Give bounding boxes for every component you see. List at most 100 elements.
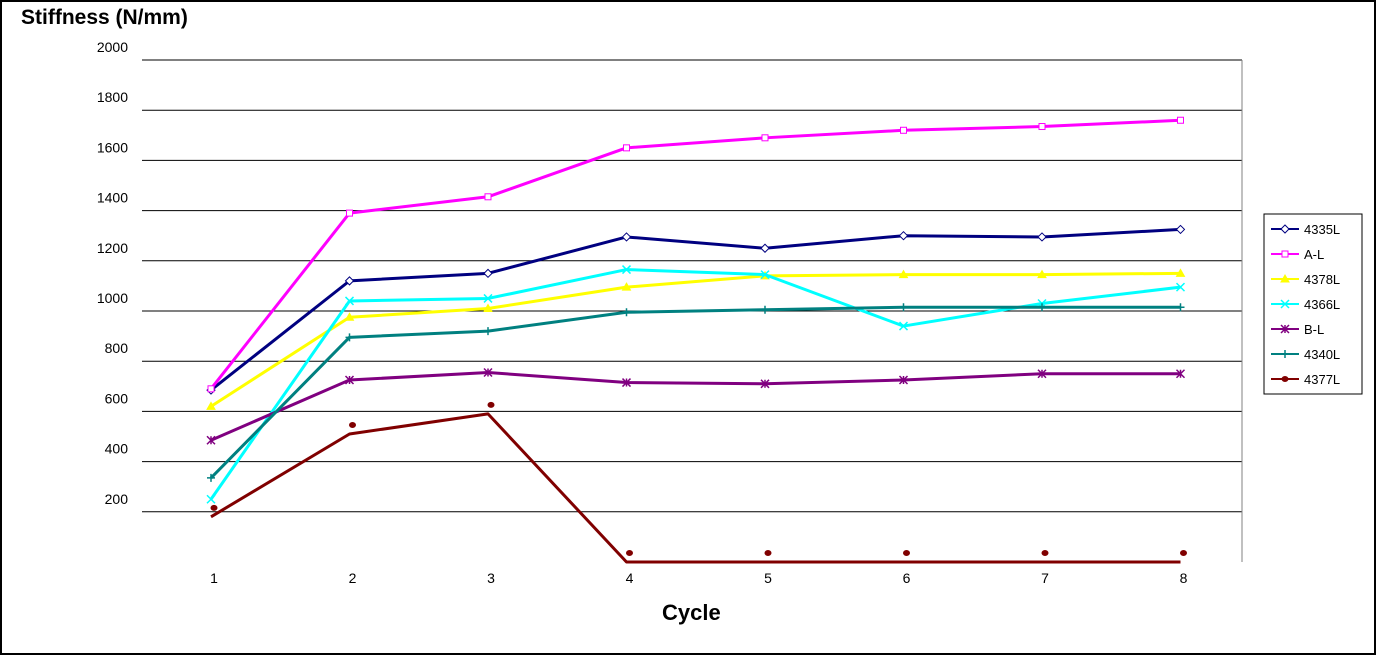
data-point <box>622 308 631 317</box>
x-tick-label: 2 <box>349 570 357 586</box>
x-tick-labels: 1 2 3 4 5 6 7 8 <box>210 570 1188 586</box>
legend-label: 4378L <box>1304 272 1340 287</box>
data-point <box>1175 224 1186 235</box>
data-point <box>1038 123 1046 131</box>
x-tick-label: 1 <box>210 570 218 586</box>
legend-item: 4377L <box>1271 372 1340 387</box>
data-point <box>483 268 493 279</box>
y-axis-title: Stiffness (N/mm) <box>21 6 188 29</box>
legend-item: 4340L <box>1271 347 1340 362</box>
data-point <box>1176 303 1185 312</box>
data-point <box>1180 550 1187 556</box>
legend-swatch-marker <box>1280 299 1290 309</box>
legend-label: 4377L <box>1304 372 1340 387</box>
data-point <box>764 550 772 556</box>
data-point <box>207 385 215 393</box>
data-point <box>487 401 495 408</box>
data-point <box>344 276 355 286</box>
data-point <box>626 550 633 556</box>
data-point <box>898 375 909 385</box>
data-point <box>483 303 493 312</box>
data-point <box>760 243 770 253</box>
data-point <box>483 293 493 303</box>
series-line <box>210 370 1181 442</box>
data-point <box>621 378 632 388</box>
data-point <box>484 193 492 201</box>
data-point <box>900 126 907 134</box>
data-point <box>1177 116 1184 124</box>
legend-label: A-L <box>1304 247 1324 262</box>
data-point <box>621 282 632 291</box>
data-point <box>344 296 355 306</box>
data-point <box>898 230 909 241</box>
x-tick-label: 7 <box>1041 570 1049 586</box>
data-point <box>349 421 356 428</box>
series-line <box>210 412 1181 564</box>
legend-item: 4378L <box>1271 272 1340 287</box>
data-point <box>1037 232 1047 242</box>
data-point <box>483 367 493 378</box>
data-point <box>206 401 216 410</box>
y-tick-label: 600 <box>105 390 129 406</box>
data-point <box>621 232 632 242</box>
data-point <box>1175 369 1186 379</box>
y-tick-label: 1600 <box>97 139 128 155</box>
series-line <box>209 305 1181 479</box>
x-tick-label: 8 <box>1180 570 1188 586</box>
legend-label: 4366L <box>1304 297 1340 312</box>
data-point <box>1175 282 1186 292</box>
legend-label: 4335L <box>1304 222 1340 237</box>
y-tick-label: 1800 <box>97 89 128 105</box>
data-point <box>346 209 353 217</box>
series-line <box>209 118 1181 390</box>
data-point <box>899 303 908 312</box>
legend-label: 4340L <box>1304 347 1340 362</box>
x-tick-label: 3 <box>487 570 495 586</box>
data-point <box>484 327 492 336</box>
data-point <box>621 265 632 275</box>
x-tick-label: 5 <box>764 570 772 586</box>
x-tick-label: 6 <box>903 570 911 586</box>
series-4378L <box>206 268 1186 410</box>
data-point <box>623 144 630 152</box>
legend-item: 4366L <box>1271 297 1340 312</box>
data-point <box>206 435 216 445</box>
y-tick-label: 1000 <box>97 290 128 306</box>
legend-swatch-marker <box>1280 273 1290 283</box>
legend-label: B-L <box>1304 322 1324 337</box>
data-point <box>1038 303 1046 312</box>
data-point <box>898 321 909 331</box>
y-tick-label: 1200 <box>97 240 128 256</box>
legend-swatch-marker <box>1281 250 1289 258</box>
series-line <box>210 271 1181 408</box>
series-B-L <box>206 367 1186 445</box>
data-point <box>344 312 355 321</box>
data-point <box>761 134 769 142</box>
data-point <box>760 379 770 389</box>
data-point <box>1037 269 1047 279</box>
series-4377L <box>210 401 1187 564</box>
data-point <box>1037 369 1047 379</box>
series-line <box>210 227 1181 392</box>
y-tick-label: 200 <box>105 491 129 507</box>
data-point <box>210 504 218 511</box>
legend-swatch-marker <box>1281 376 1289 382</box>
data-point <box>1175 268 1186 277</box>
legend-item: A-L <box>1271 247 1324 262</box>
data-point <box>207 473 215 482</box>
legend-item: 4335L <box>1271 222 1340 237</box>
x-axis-title: Cycle <box>662 600 721 625</box>
data-point <box>898 269 909 279</box>
y-tick-label: 2000 <box>97 39 128 55</box>
legend-swatch-marker <box>1280 224 1290 234</box>
y-tick-label: 800 <box>105 340 129 356</box>
legend-swatch-marker <box>1281 350 1289 358</box>
data-point <box>903 550 910 556</box>
x-tick-label: 4 <box>626 570 634 586</box>
y-tick-label: 1400 <box>97 190 128 206</box>
gridlines <box>142 59 1243 562</box>
data-point <box>760 270 770 280</box>
legend-item: B-L <box>1271 322 1324 337</box>
